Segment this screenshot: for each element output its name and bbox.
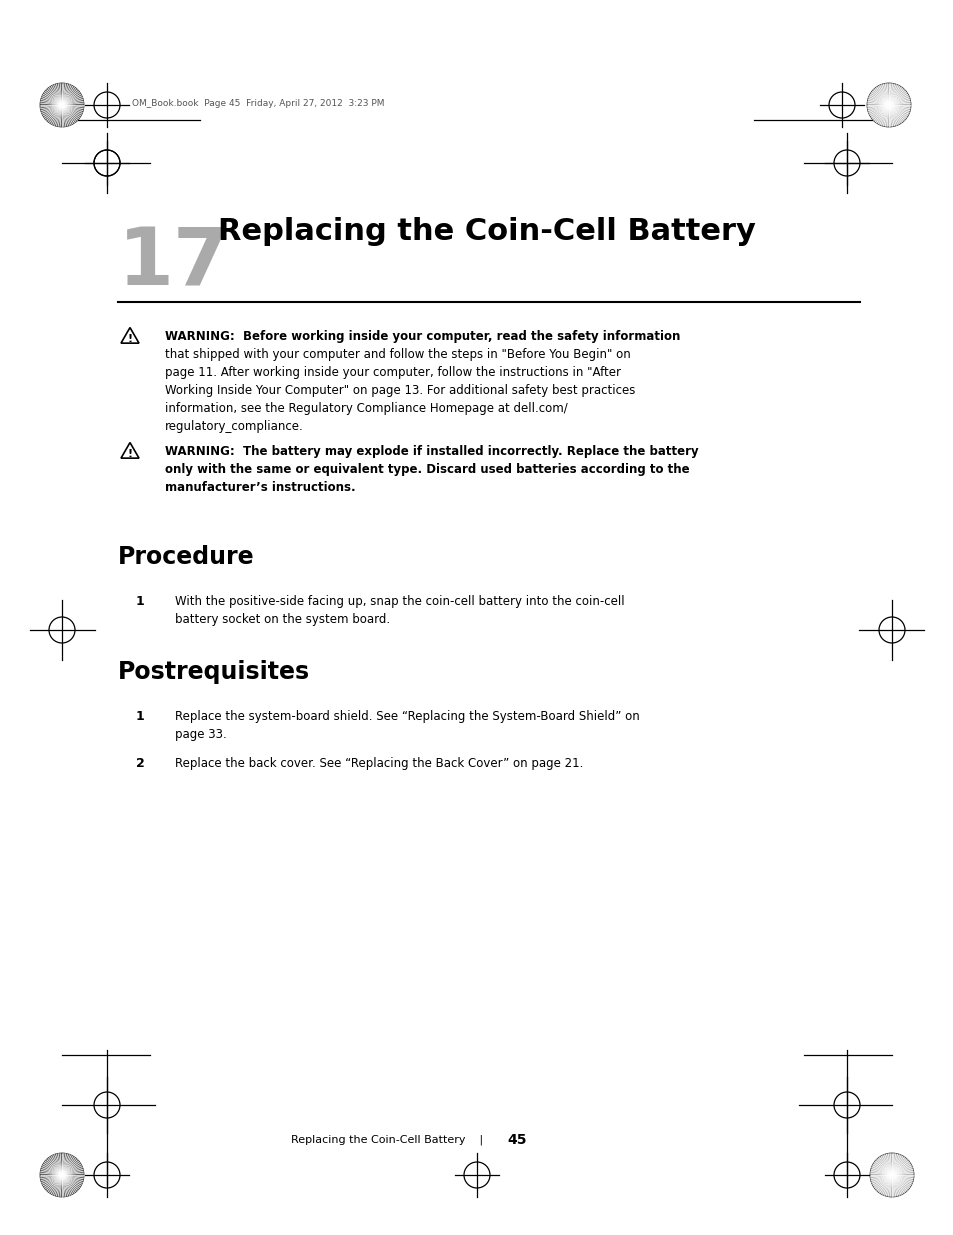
Text: WARNING:  The battery may explode if installed incorrectly. Replace the battery: WARNING: The battery may explode if inst… [165, 445, 698, 458]
Circle shape [866, 83, 910, 127]
Text: WARNING:  Before working inside your computer, read the safety information: WARNING: Before working inside your comp… [165, 330, 679, 343]
Text: page 33.: page 33. [174, 727, 227, 741]
Circle shape [40, 1153, 84, 1197]
Text: !: ! [128, 448, 132, 458]
Text: Replacing the Coin-Cell Battery    |: Replacing the Coin-Cell Battery | [291, 1135, 497, 1145]
Circle shape [869, 1153, 913, 1197]
Text: Procedure: Procedure [118, 545, 254, 569]
Text: 1: 1 [136, 710, 145, 722]
Text: manufacturer’s instructions.: manufacturer’s instructions. [165, 480, 355, 494]
Text: With the positive-side facing up, snap the coin-cell battery into the coin-cell: With the positive-side facing up, snap t… [174, 595, 624, 608]
Text: Postrequisites: Postrequisites [118, 659, 310, 684]
Text: Working Inside Your Computer" on page 13. For additional safety best practices: Working Inside Your Computer" on page 13… [165, 384, 635, 396]
Text: page 11. After working inside your computer, follow the instructions in "After: page 11. After working inside your compu… [165, 366, 620, 379]
Text: OM_Book.book  Page 45  Friday, April 27, 2012  3:23 PM: OM_Book.book Page 45 Friday, April 27, 2… [132, 99, 384, 107]
Text: information, see the Regulatory Compliance Homepage at dell.com/: information, see the Regulatory Complian… [165, 403, 567, 415]
Text: 1: 1 [136, 595, 145, 608]
Circle shape [40, 83, 84, 127]
Text: that shipped with your computer and follow the steps in "Before You Begin" on: that shipped with your computer and foll… [165, 348, 630, 361]
Text: regulatory_compliance.: regulatory_compliance. [165, 420, 303, 433]
Text: Replace the system-board shield. See “Replacing the System-Board Shield” on: Replace the system-board shield. See “Re… [174, 710, 639, 722]
Text: 2: 2 [136, 757, 145, 769]
Text: 45: 45 [506, 1132, 526, 1147]
Text: Replacing the Coin-Cell Battery: Replacing the Coin-Cell Battery [218, 217, 755, 246]
Text: Replace the back cover. See “Replacing the Back Cover” on page 21.: Replace the back cover. See “Replacing t… [174, 757, 583, 769]
Text: !: ! [128, 333, 132, 343]
Text: 17: 17 [118, 225, 230, 303]
Text: only with the same or equivalent type. Discard used batteries according to the: only with the same or equivalent type. D… [165, 463, 689, 475]
Text: battery socket on the system board.: battery socket on the system board. [174, 613, 390, 626]
